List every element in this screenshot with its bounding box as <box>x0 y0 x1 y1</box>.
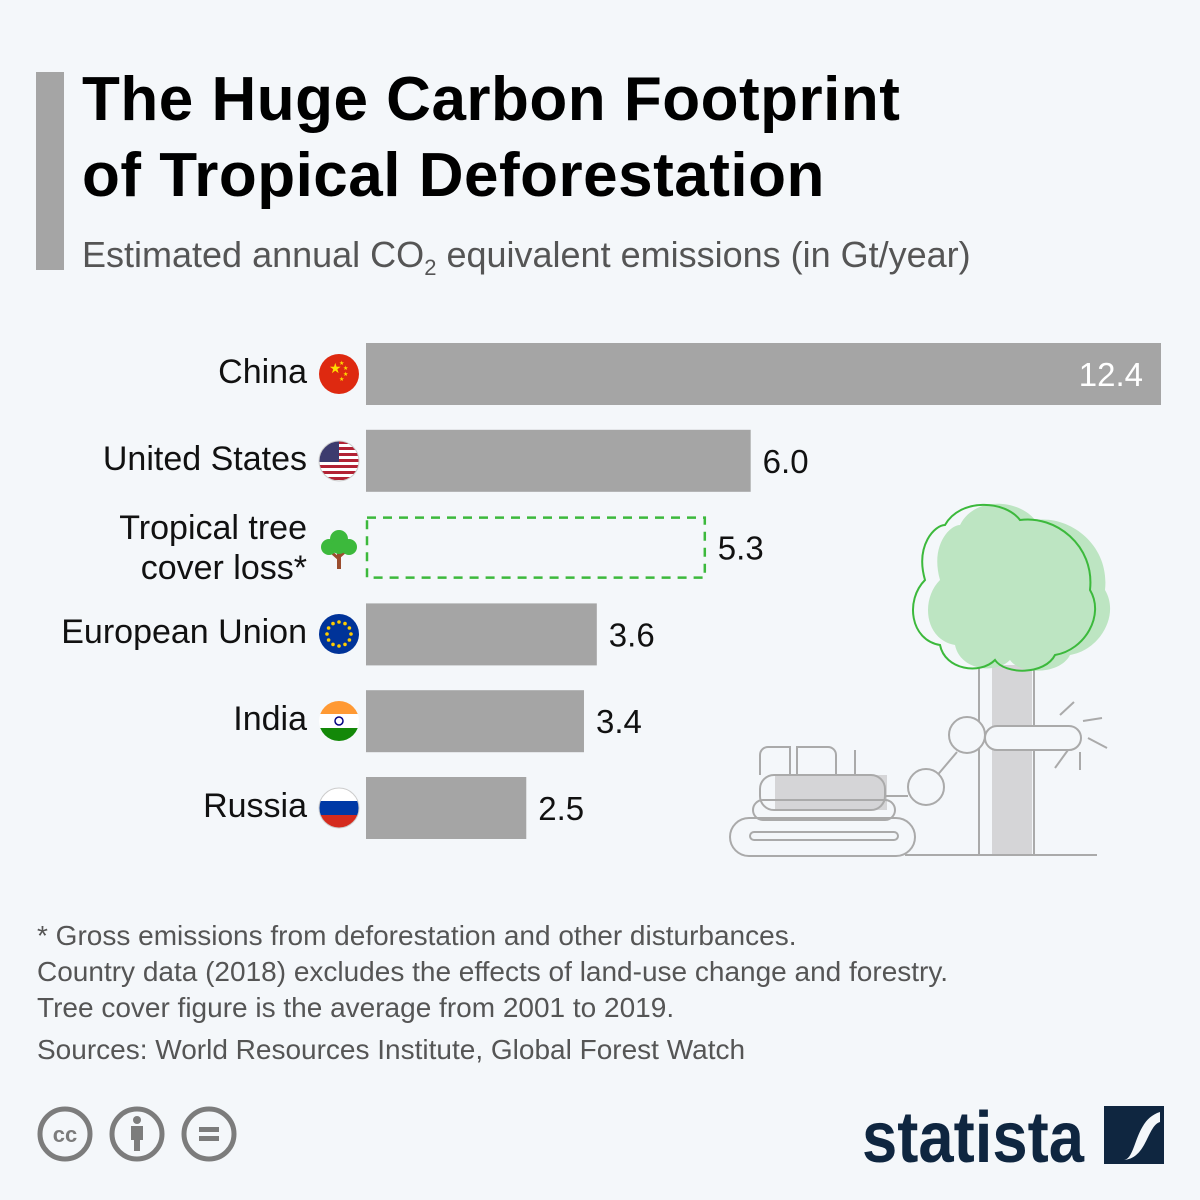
title-line-1: The Huge Carbon Footprint <box>82 65 901 134</box>
value-label: 12.4 <box>1079 356 1143 393</box>
footnote: * Gross emissions from deforestation and… <box>37 920 797 951</box>
value-label: 3.4 <box>596 703 642 740</box>
footnote: Country data (2018) excludes the effects… <box>37 956 949 987</box>
footnote: Tree cover figure is the average from 20… <box>37 992 675 1023</box>
creative-commons-icon[interactable]: cc <box>36 1105 94 1163</box>
value-label: 3.6 <box>609 616 655 653</box>
bar <box>366 429 751 492</box>
category-label: Russia <box>203 787 307 825</box>
bar <box>366 777 527 839</box>
russia-flag-icon <box>318 787 360 829</box>
us-flag-icon <box>318 440 360 482</box>
svg-text:★: ★ <box>339 376 344 383</box>
title-accent-bar <box>36 72 64 270</box>
title-line-2: of Tropical Deforestation <box>82 141 825 210</box>
category-label: Tropical tree cover loss* <box>119 508 307 587</box>
subtitle-text-end: equivalent emissions (in Gt/year) <box>436 234 971 275</box>
bar <box>366 343 1161 405</box>
value-label: 2.5 <box>538 790 584 827</box>
tree-icon <box>321 529 357 569</box>
footnotes: * Gross emissions from deforestation and… <box>37 918 948 1068</box>
svg-text:cc: cc <box>53 1122 77 1147</box>
bar <box>365 516 707 579</box>
bar <box>366 603 597 666</box>
bar-chart: 12.4 6.0 5.3 3.6 3.4 2.5 China ★ ★ ★ ★ ★ United Sta… <box>61 343 1161 857</box>
bar <box>366 690 584 753</box>
india-flag-icon <box>319 701 359 742</box>
subtitle-text: Estimated annual CO <box>82 234 425 275</box>
svg-text:★: ★ <box>343 365 348 372</box>
eu-flag-icon <box>319 614 359 655</box>
subtitle: Estimated annual CO2 equivalent emission… <box>82 234 971 281</box>
svg-text:statista: statista <box>862 1100 1085 1170</box>
sources: Sources: World Resources Institute, Glob… <box>37 1034 746 1065</box>
attribution-icon[interactable] <box>108 1105 166 1163</box>
svg-text:★: ★ <box>329 360 342 376</box>
value-label: 6.0 <box>763 443 809 480</box>
category-label: China <box>218 353 307 391</box>
svg-text:★: ★ <box>343 371 348 378</box>
no-derivatives-icon[interactable] <box>180 1105 238 1163</box>
china-flag-icon: ★★★★★ <box>319 354 359 394</box>
svg-text:★: ★ <box>339 360 344 367</box>
category-label: European Union <box>61 613 307 652</box>
category-label: United States <box>102 439 307 478</box>
tree-crown <box>912 503 1111 672</box>
page-title: The Huge Carbon Footprint of Tropical Def… <box>82 62 900 214</box>
category-label: India <box>233 700 307 739</box>
bars-layer: 12.4 6.0 5.3 3.6 3.4 2.5 <box>365 343 1161 857</box>
subtitle-subscript: 2 <box>424 255 437 281</box>
bulldozer-tree-illustration <box>729 503 1111 857</box>
statista-logo[interactable]: statista <box>862 1100 1172 1170</box>
value-label: 5.3 <box>718 530 764 567</box>
